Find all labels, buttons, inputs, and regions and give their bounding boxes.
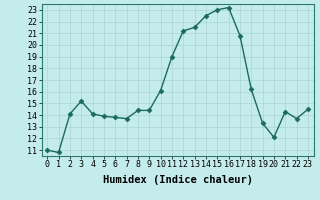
X-axis label: Humidex (Indice chaleur): Humidex (Indice chaleur): [103, 175, 252, 185]
